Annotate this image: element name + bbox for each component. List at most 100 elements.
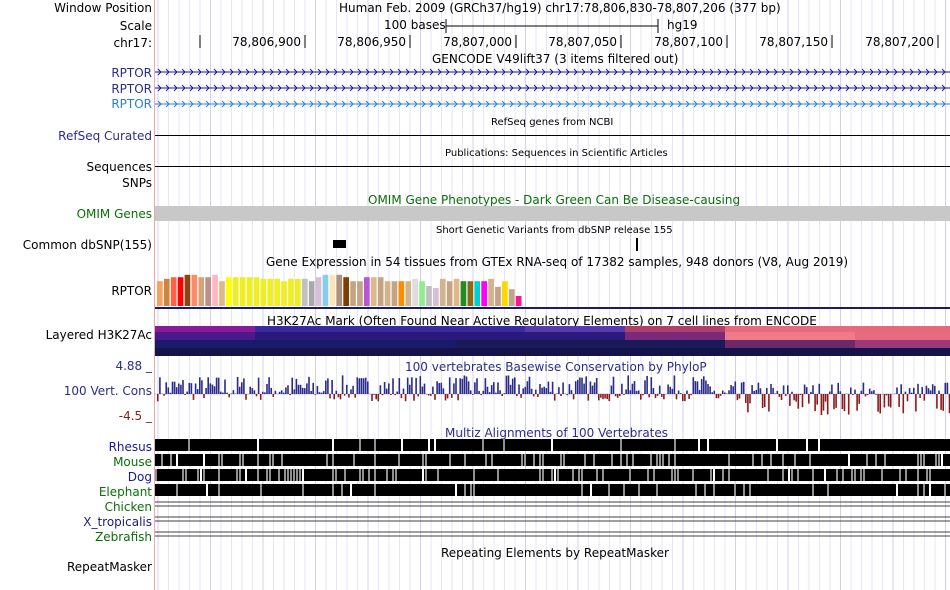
alignment-gap	[824, 469, 826, 481]
phylop-bar	[780, 394, 783, 401]
multiz-alignment[interactable]	[155, 438, 950, 542]
multiz-species-label[interactable]: X_tropicalis	[83, 515, 152, 529]
phylop-bar	[402, 388, 405, 394]
gtex-tissue-bar	[467, 281, 474, 306]
phylop-bar	[915, 394, 917, 412]
phylop-label[interactable]: 100 Vert. Cons	[63, 384, 152, 398]
snps-label[interactable]: SNPs	[122, 176, 152, 190]
alignment-gap	[326, 454, 328, 466]
phylop-bar	[717, 394, 720, 399]
phylop-bar	[568, 384, 571, 394]
alignment-gap	[185, 469, 187, 481]
phylop-bar	[186, 391, 188, 394]
alignment-gap	[608, 484, 610, 496]
dbsnp-variant[interactable]	[636, 238, 638, 251]
h3k27ac-segment	[725, 332, 855, 340]
gtex-tissue-bar	[384, 281, 391, 306]
phylop-bar	[642, 394, 644, 396]
phylop-bar	[423, 383, 426, 394]
phylop-bar	[272, 394, 275, 397]
dbsnp-label[interactable]: Common dbSNP(155)	[22, 238, 152, 252]
gtex-tissue-bar	[398, 281, 405, 306]
alignment-gap	[455, 484, 457, 496]
gtex-tissue-bar	[446, 281, 453, 306]
multiz-species-label[interactable]: Mouse	[113, 455, 152, 469]
multiz-species-label[interactable]: Rhesus	[108, 440, 152, 454]
multiz-species-label[interactable]: Dog	[127, 470, 152, 484]
phylop-bar	[442, 388, 445, 394]
repeatmasker-label[interactable]: RepeatMasker	[66, 560, 152, 574]
gencode-item-label[interactable]: RPTOR	[111, 66, 152, 80]
publications-label[interactable]: Sequences	[86, 160, 152, 174]
phylop-bar	[335, 390, 338, 394]
gencode-transcripts[interactable]	[155, 64, 950, 112]
dbsnp-variant[interactable]	[333, 240, 346, 248]
phylop-bar	[360, 378, 363, 394]
phylop-bar	[753, 390, 755, 394]
alignment-gap	[335, 469, 337, 481]
phylop-bar	[793, 394, 795, 401]
alignment-gap	[257, 469, 259, 481]
gencode-item-label[interactable]: RPTOR	[111, 82, 152, 96]
gencode-title: GENCODE V49lift37 (3 items filtered out)	[432, 52, 679, 66]
phylop-bar	[751, 385, 753, 394]
omim-label[interactable]: OMIM Genes	[76, 207, 152, 221]
gtex-tissue-bar	[460, 281, 467, 306]
phylop-bar	[545, 388, 548, 394]
phylop-bar	[913, 387, 915, 394]
phylop-bar	[852, 394, 854, 395]
alignment-gap	[674, 439, 676, 451]
phylop-bar	[167, 387, 170, 394]
phylop-bar	[705, 380, 707, 394]
phylop-bar	[644, 380, 646, 394]
phylop-bar	[574, 381, 577, 394]
phylop-bar	[455, 378, 457, 394]
phylop-bar	[516, 394, 518, 397]
gtex-gene-label[interactable]: RPTOR	[111, 284, 152, 298]
phylop-bar	[866, 394, 869, 396]
phylop-bar	[524, 386, 527, 394]
phylop-conservation-plot[interactable]	[155, 372, 950, 422]
alignment-gap	[788, 469, 790, 481]
alignment-gap	[620, 454, 622, 466]
refseq-label[interactable]: RefSeq Curated	[58, 129, 152, 143]
phylop-bar	[453, 383, 455, 394]
refseq-track-line[interactable]	[155, 135, 950, 136]
gtex-expression-bars[interactable]	[155, 268, 950, 308]
phylop-bar	[787, 385, 789, 394]
omim-gene-bar[interactable]	[155, 206, 950, 221]
phylop-bar	[346, 384, 348, 394]
alignment-gap	[332, 484, 334, 496]
phylop-bar	[173, 381, 176, 394]
alignment-gap	[791, 469, 793, 481]
h3k27ac-layered-signal[interactable]	[155, 326, 950, 356]
multiz-species-label[interactable]: Zebrafish	[95, 530, 152, 544]
alignment-gap	[332, 454, 334, 466]
alignment-gap	[836, 469, 838, 481]
multiz-species-label[interactable]: Chicken	[104, 500, 152, 514]
phylop-bar	[692, 377, 695, 394]
alignment-gap	[662, 454, 664, 466]
gtex-tissue-bar	[508, 289, 515, 306]
alignment-gap	[392, 469, 394, 481]
h3k27ac-label[interactable]: Layered H3K27Ac	[45, 328, 152, 342]
alignment-gap	[581, 484, 583, 496]
gtex-tissue-bar	[343, 277, 349, 306]
alignment-gap	[425, 469, 427, 481]
alignment-gap	[437, 469, 439, 481]
gtex-tissue-bar	[336, 274, 343, 306]
phylop-bar	[451, 394, 453, 398]
gencode-item-label[interactable]: RPTOR	[111, 97, 152, 111]
ruler-tick-label: 78,807,050	[548, 35, 617, 49]
phylop-bar	[285, 387, 287, 394]
phylop-bar	[278, 391, 281, 394]
multiz-species-label[interactable]: Elephant	[98, 485, 152, 499]
phylop-bar	[740, 382, 743, 394]
phylop-bar	[220, 391, 222, 394]
gtex-tissue-bar	[364, 277, 370, 306]
publications-track-line[interactable]	[155, 166, 950, 167]
ruler-tick-label: 78,807,200	[865, 35, 934, 49]
phylop-bar	[745, 394, 747, 403]
phylop-bar	[207, 377, 209, 394]
phylop-bar	[761, 394, 764, 409]
